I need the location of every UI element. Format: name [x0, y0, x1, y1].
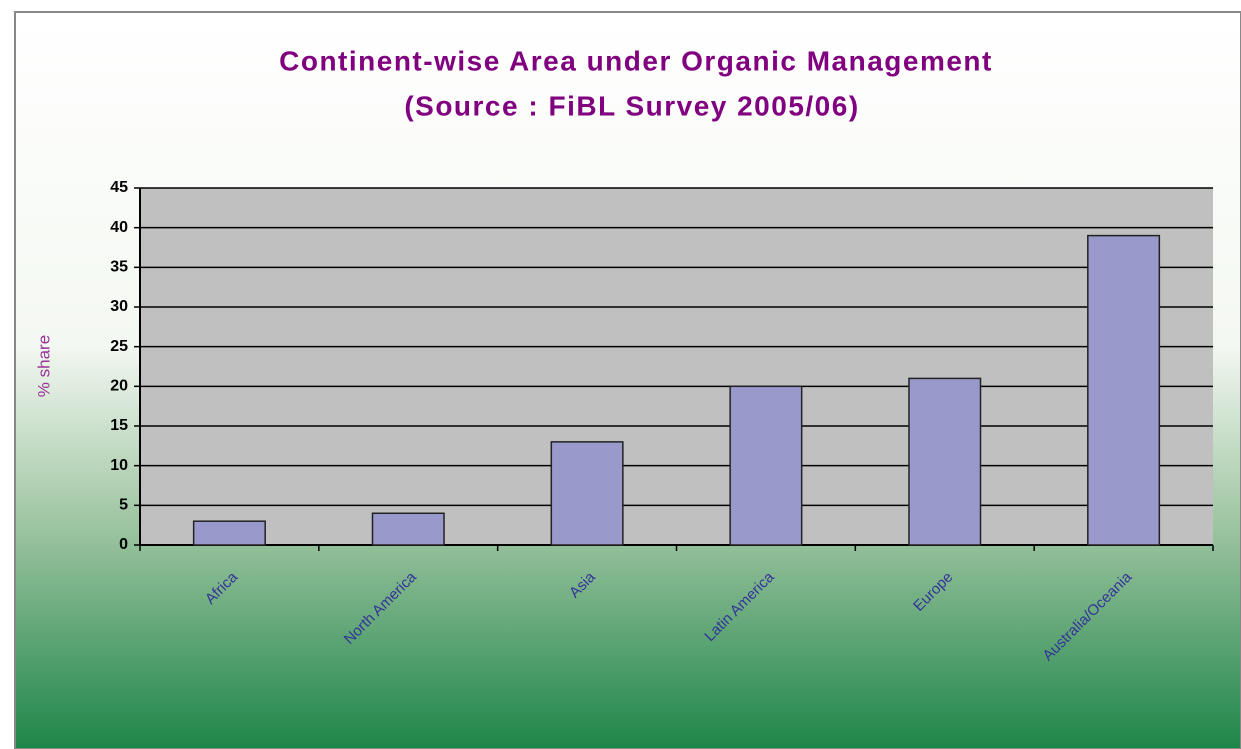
bar — [1087, 234, 1161, 546]
chart-subtitle: (Source : FiBL Survey 2005/06) — [404, 90, 859, 121]
bar — [908, 377, 982, 546]
y-axis-label: % share — [34, 335, 53, 397]
chart-title: Continent-wise Area under Organic Manage… — [279, 45, 993, 76]
bar — [550, 441, 624, 546]
y-tick-label: 20 — [110, 378, 128, 395]
y-tick-label: 25 — [110, 338, 128, 355]
y-tick-label: 5 — [119, 497, 128, 514]
y-tick-label: 45 — [110, 179, 128, 196]
y-tick-label: 0 — [119, 536, 128, 553]
bar — [729, 385, 803, 546]
bar — [371, 512, 445, 546]
y-tick-label: 35 — [110, 259, 128, 276]
y-tick-label: 40 — [110, 219, 128, 236]
y-tick-label: 30 — [110, 298, 128, 315]
y-tick-label: 10 — [110, 457, 128, 474]
plot-area — [140, 188, 1213, 545]
bar — [192, 520, 266, 546]
y-tick-label: 15 — [110, 417, 128, 434]
